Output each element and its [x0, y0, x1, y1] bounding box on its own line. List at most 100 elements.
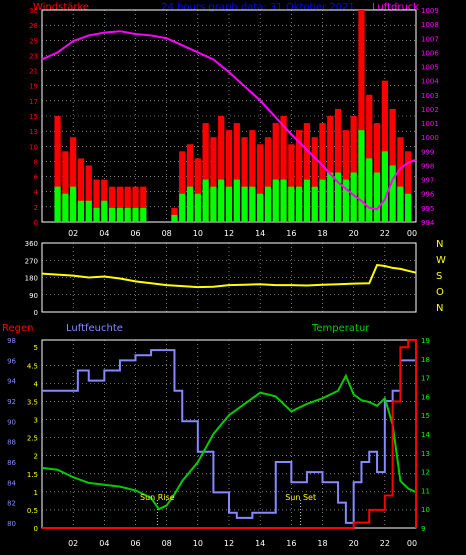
x-tick-label: 04: [99, 539, 109, 548]
direction-tick-label: 180: [25, 275, 38, 283]
humidity-tick-label: 94: [7, 378, 16, 386]
gust-bar: [296, 130, 303, 222]
wind-tick-label: 17: [29, 98, 38, 106]
x-tick-label: 22: [380, 229, 390, 238]
average-wind-bar: [218, 179, 225, 222]
x-tick-label: 20: [349, 539, 359, 548]
x-tick-label: 18: [317, 229, 327, 238]
average-wind-bar: [171, 214, 178, 222]
pressure-tick-label: 1002: [421, 106, 439, 114]
temperature-tick-label: 18: [421, 356, 430, 364]
pressure-tick-label: 994: [421, 219, 435, 227]
x-tick-label: 14: [255, 539, 265, 548]
humidity-title: Luftfeuchte: [66, 323, 123, 334]
average-wind-bar: [54, 186, 61, 222]
x-tick-label: 16: [286, 229, 296, 238]
wind-tick-label: 6: [34, 174, 39, 182]
average-wind-bar: [327, 172, 334, 222]
x-tick-label: 00: [407, 229, 417, 238]
average-wind-bar: [288, 186, 295, 222]
x-tick-label: 06: [130, 539, 140, 548]
pressure-tick-label: 1001: [421, 120, 439, 128]
temperature-tick-label: 14: [421, 431, 430, 439]
pressure-tick-label: 1007: [421, 35, 439, 43]
gust-bar: [319, 123, 326, 222]
pressure-tick-label: 995: [421, 205, 434, 213]
compass-label: N: [436, 239, 443, 250]
average-wind-bar: [85, 200, 92, 222]
wind-tick-label: 4: [34, 189, 39, 197]
rain-tick-label: 0: [34, 525, 38, 533]
x-tick-label: 02: [68, 229, 78, 238]
gust-bar: [397, 137, 404, 222]
average-wind-bar: [319, 179, 326, 222]
wind-tick-label: 21: [29, 68, 38, 76]
average-wind-bar: [350, 172, 357, 222]
rain-tick-label: 1: [34, 489, 38, 497]
wind-tick-label: 15: [29, 113, 38, 121]
pressure-tick-label: 1008: [421, 21, 439, 29]
average-wind-bar: [405, 193, 412, 222]
average-wind-bar: [272, 179, 279, 222]
rain-tick-label: 5: [34, 344, 38, 352]
pressure-tick-label: 996: [421, 191, 435, 199]
temperature-tick-label: 16: [421, 393, 430, 401]
average-wind-bar: [101, 200, 108, 222]
wind-tick-label: 10: [29, 143, 38, 151]
humidity-tick-label: 84: [7, 479, 16, 487]
gust-bar: [334, 108, 342, 222]
gust-bar: [93, 179, 100, 222]
chart-title: 24 hours graph data: 31 Oktober 2021: [161, 2, 355, 13]
temperature-title: Temperatur: [311, 323, 370, 334]
wind-tick-label: 2: [34, 204, 38, 212]
pressure-tick-label: 1003: [421, 92, 439, 100]
rain-tick-label: 4.5: [27, 362, 38, 370]
wind-tick-label: 23: [29, 52, 38, 60]
average-wind-bar: [140, 207, 147, 222]
average-wind-bar: [334, 172, 342, 222]
pressure-tick-label: 1006: [421, 49, 439, 57]
gust-bar: [179, 151, 186, 222]
x-tick-label: 00: [407, 539, 417, 548]
gust-bar: [350, 116, 357, 222]
rain-tick-label: 3: [34, 417, 38, 425]
wind-tick-label: 13: [29, 128, 38, 136]
x-tick-label: 02: [68, 539, 78, 548]
average-wind-bar: [93, 207, 100, 222]
average-wind-bar: [397, 186, 404, 222]
x-tick-label: 18: [317, 539, 327, 548]
compass-label: S: [436, 271, 442, 282]
gust-bar: [202, 123, 209, 222]
gust-bar: [116, 186, 124, 222]
gust-bar: [280, 116, 287, 222]
gust-bar: [233, 123, 240, 222]
temperature-tick-label: 11: [421, 487, 430, 495]
gust-bar: [272, 123, 279, 222]
gust-bar: [311, 137, 318, 222]
average-wind-bar: [210, 186, 217, 222]
gust-bar: [186, 144, 194, 222]
average-wind-bar: [132, 207, 139, 222]
pressure-tick-label: 1009: [421, 7, 439, 15]
average-wind-bar: [303, 179, 311, 222]
pressure-tick-label: 997: [421, 177, 434, 185]
gust-bar: [257, 144, 264, 222]
temperature-line: [41, 373, 417, 511]
average-wind-bar: [186, 186, 194, 222]
compass-label: N: [436, 303, 443, 314]
gust-bar: [358, 10, 365, 222]
gust-bar: [225, 130, 233, 222]
average-wind-bar: [249, 186, 256, 222]
pressure-tick-label: 1004: [421, 78, 439, 86]
average-wind-bar: [257, 193, 264, 222]
average-wind-bar: [296, 186, 303, 222]
wind-tick-label: 28: [29, 22, 38, 30]
sun-annotation: Sun Set: [285, 493, 316, 502]
gust-bar: [70, 137, 77, 222]
average-wind-bar: [280, 179, 287, 222]
gust-bar: [62, 151, 69, 222]
x-tick-label: 20: [349, 229, 359, 238]
pressure-line: [41, 30, 417, 211]
average-wind-bar: [389, 165, 396, 222]
